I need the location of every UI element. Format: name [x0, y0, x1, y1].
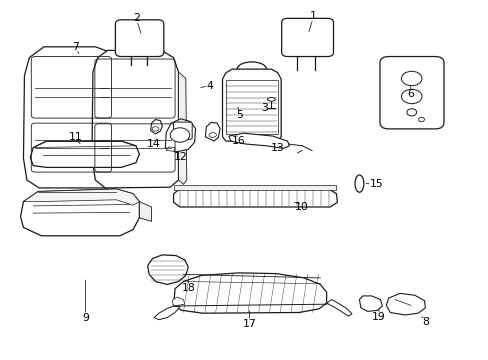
Text: 19: 19	[371, 312, 385, 322]
Text: 11: 11	[69, 132, 82, 142]
Polygon shape	[116, 65, 126, 184]
Text: 15: 15	[369, 179, 383, 189]
Circle shape	[406, 109, 416, 116]
Text: 16: 16	[231, 136, 245, 146]
Polygon shape	[222, 69, 281, 141]
Polygon shape	[205, 122, 220, 141]
FancyBboxPatch shape	[173, 122, 192, 139]
Polygon shape	[20, 189, 139, 236]
Text: 4: 4	[206, 81, 213, 91]
Ellipse shape	[267, 98, 275, 101]
Circle shape	[418, 117, 424, 122]
Polygon shape	[173, 189, 337, 207]
FancyBboxPatch shape	[379, 57, 443, 129]
Text: 6: 6	[407, 89, 413, 99]
Polygon shape	[23, 47, 116, 188]
Polygon shape	[166, 147, 175, 151]
Text: 8: 8	[421, 317, 428, 327]
Text: 14: 14	[147, 139, 161, 149]
Polygon shape	[326, 300, 351, 316]
Polygon shape	[165, 119, 195, 152]
Text: 1: 1	[309, 11, 316, 21]
Text: 18: 18	[181, 283, 195, 293]
Ellipse shape	[401, 71, 421, 86]
FancyBboxPatch shape	[173, 185, 336, 190]
Text: 12: 12	[174, 152, 187, 162]
Text: 7: 7	[72, 42, 79, 52]
Polygon shape	[23, 189, 139, 205]
Text: 2: 2	[133, 13, 140, 23]
Polygon shape	[139, 202, 151, 221]
Polygon shape	[386, 293, 425, 315]
Polygon shape	[150, 120, 162, 134]
Polygon shape	[147, 255, 188, 284]
Polygon shape	[228, 133, 289, 148]
Text: 3: 3	[261, 103, 268, 113]
FancyBboxPatch shape	[115, 20, 163, 57]
Polygon shape	[92, 50, 178, 188]
Polygon shape	[359, 296, 382, 311]
Text: 17: 17	[242, 319, 256, 329]
Polygon shape	[173, 273, 326, 313]
Text: 10: 10	[295, 202, 308, 212]
Text: 13: 13	[270, 143, 284, 153]
Polygon shape	[172, 297, 184, 306]
FancyBboxPatch shape	[281, 18, 333, 57]
Polygon shape	[178, 72, 186, 184]
Text: 5: 5	[236, 110, 243, 120]
Polygon shape	[154, 306, 180, 320]
Polygon shape	[30, 141, 139, 167]
Circle shape	[170, 128, 189, 142]
Ellipse shape	[354, 175, 363, 192]
Ellipse shape	[401, 89, 421, 104]
Text: 9: 9	[82, 312, 89, 323]
